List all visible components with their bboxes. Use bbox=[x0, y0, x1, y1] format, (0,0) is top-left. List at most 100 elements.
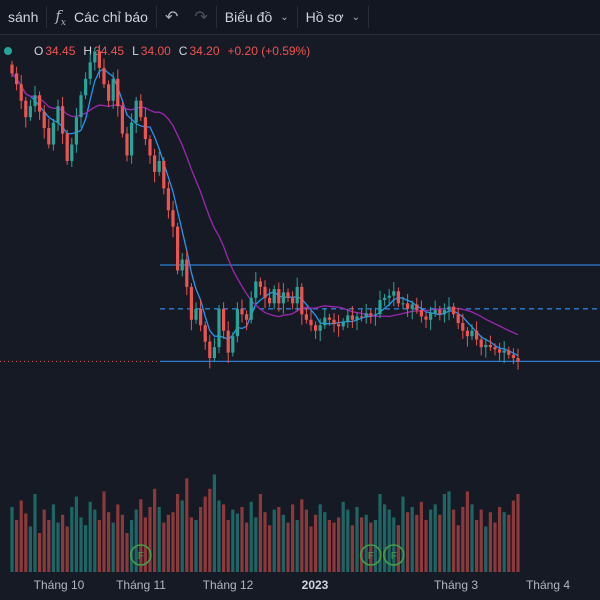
candle-body bbox=[355, 316, 359, 320]
volume-bar bbox=[516, 494, 520, 572]
candle-body bbox=[277, 289, 281, 304]
volume-bar bbox=[424, 520, 428, 572]
candle-body bbox=[79, 95, 83, 118]
candle-body bbox=[15, 73, 19, 85]
volume-bar bbox=[488, 512, 492, 572]
candle-body bbox=[314, 325, 318, 331]
volume-bar bbox=[157, 507, 161, 572]
candle-body bbox=[254, 281, 258, 298]
candle-body bbox=[111, 78, 115, 101]
redo-icon[interactable]: ↷ bbox=[194, 9, 208, 26]
x-tick-label: Tháng 11 bbox=[116, 578, 166, 592]
volume-bar bbox=[212, 474, 216, 572]
candle-body bbox=[461, 323, 465, 331]
volume-bar bbox=[433, 504, 437, 572]
volume-bar bbox=[56, 522, 60, 572]
volume-bar bbox=[38, 533, 42, 572]
candle-body bbox=[392, 291, 396, 296]
volume-bar bbox=[355, 507, 359, 572]
volume-bar bbox=[447, 491, 451, 572]
volume-bar bbox=[249, 501, 253, 572]
volume-bar bbox=[125, 533, 129, 572]
volume-bar bbox=[277, 507, 281, 572]
indicators-button[interactable]: fx Các chỉ báo bbox=[47, 0, 156, 34]
chart-menu-button[interactable]: Biểu đồ ⌄ bbox=[217, 0, 297, 34]
toolbar-divider bbox=[46, 6, 48, 28]
volume-bar bbox=[180, 500, 184, 572]
volume-bar bbox=[258, 494, 262, 572]
volume-bar bbox=[419, 501, 423, 572]
candle-body bbox=[327, 317, 331, 320]
event-marker-icon bbox=[382, 544, 405, 566]
candle-body bbox=[406, 303, 410, 309]
volume-bar bbox=[318, 504, 322, 572]
volume-bar bbox=[511, 500, 515, 572]
candle-body bbox=[24, 100, 28, 118]
candle-body bbox=[475, 330, 479, 340]
candle-body bbox=[74, 117, 78, 145]
volume-bar bbox=[107, 512, 111, 572]
x-tick-label: Tháng 3 bbox=[433, 578, 479, 592]
open-value: 34.45 bbox=[45, 44, 76, 58]
volume-bar bbox=[194, 520, 198, 572]
volume-bar bbox=[217, 500, 221, 572]
candle-body bbox=[419, 309, 423, 317]
volume-bar bbox=[286, 522, 290, 572]
event-marker-glyph: F bbox=[391, 551, 397, 562]
event-marker-glyph: F bbox=[368, 551, 374, 562]
volume-bar bbox=[226, 520, 230, 572]
candle-body bbox=[502, 350, 506, 353]
candle-body bbox=[438, 309, 442, 315]
x-tick-label: Tháng 10 bbox=[33, 578, 85, 592]
volume-bar bbox=[15, 520, 19, 572]
candle-body bbox=[56, 106, 60, 123]
candle-body bbox=[125, 133, 129, 156]
volume-bar bbox=[507, 514, 511, 572]
volume-bar bbox=[268, 525, 272, 572]
candle-body bbox=[10, 64, 14, 74]
volume-bar bbox=[410, 507, 414, 572]
volume-bar bbox=[332, 522, 336, 572]
candle-body bbox=[401, 303, 405, 305]
candle-body bbox=[291, 297, 295, 304]
candle-body bbox=[199, 308, 203, 326]
undo-icon[interactable]: ↶ bbox=[164, 9, 179, 26]
candle-body bbox=[433, 309, 437, 314]
volume-bar bbox=[51, 504, 55, 572]
candle-body bbox=[185, 259, 189, 287]
volume-bar bbox=[484, 526, 488, 572]
candle-body bbox=[102, 67, 106, 85]
candle-body bbox=[286, 292, 290, 298]
close-value: 34.20 bbox=[189, 44, 220, 58]
volume-bar bbox=[88, 501, 92, 572]
candle-body bbox=[516, 358, 520, 362]
volume-bar bbox=[208, 488, 212, 572]
volume-bar bbox=[291, 504, 295, 572]
volume-bar bbox=[263, 512, 267, 572]
chevron-down-icon: ⌄ bbox=[280, 11, 289, 23]
candle-body bbox=[162, 160, 166, 189]
volume-bar bbox=[24, 513, 28, 572]
volume-bar bbox=[97, 520, 101, 572]
candle-body bbox=[429, 313, 433, 320]
low-value: 34.00 bbox=[140, 44, 171, 58]
volume-bar bbox=[116, 504, 120, 572]
compare-button[interactable]: sánh bbox=[0, 0, 46, 34]
candle-body bbox=[350, 315, 354, 320]
volume-bar bbox=[199, 507, 203, 572]
candle-body bbox=[42, 111, 46, 129]
volume-bar bbox=[300, 499, 304, 572]
candle-body bbox=[442, 309, 446, 315]
candle-body bbox=[456, 314, 460, 324]
volume-bar bbox=[222, 504, 226, 572]
candle-body bbox=[116, 78, 120, 107]
candle-body bbox=[484, 344, 488, 348]
volume-bar bbox=[350, 525, 354, 572]
high-key: H bbox=[83, 44, 93, 58]
candle-body bbox=[281, 292, 285, 304]
event-marker-icon bbox=[359, 544, 382, 566]
candle-body bbox=[189, 286, 193, 320]
profile-menu-button[interactable]: Hồ sơ ⌄ bbox=[298, 0, 368, 34]
candle-body bbox=[231, 336, 235, 353]
